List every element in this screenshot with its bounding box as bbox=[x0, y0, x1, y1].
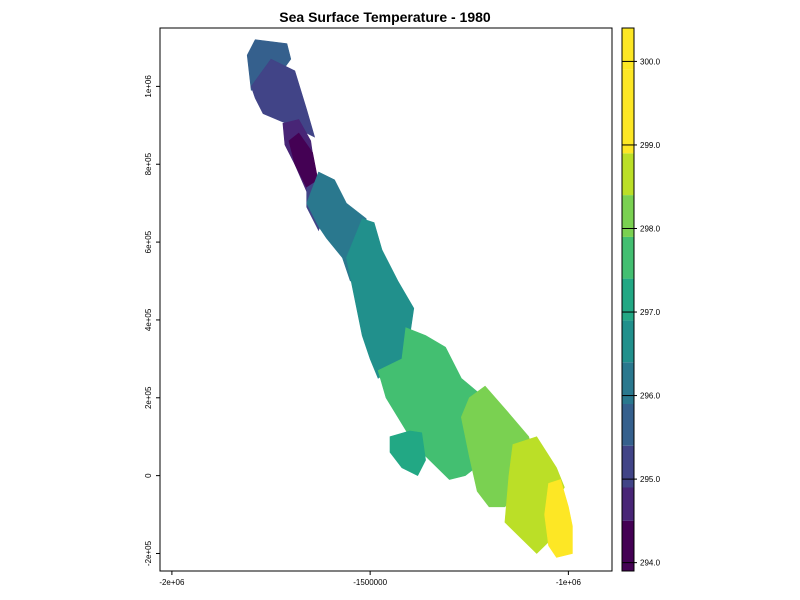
legend-swatch-1 bbox=[622, 521, 634, 571]
legend-tick-label-2: 295.0 bbox=[640, 475, 661, 484]
sst-zone-12 bbox=[545, 480, 573, 558]
y-tick-label-1: -2e+05 bbox=[144, 540, 153, 566]
legend-tick-label-4: 297.0 bbox=[640, 308, 661, 317]
legend-swatch-3 bbox=[622, 446, 634, 488]
y-tick-label-5: 6e+05 bbox=[144, 230, 153, 253]
legend-swatch-12 bbox=[622, 70, 634, 112]
x-tick-label-3: -1e+06 bbox=[556, 578, 582, 587]
y-tick-label-2: 0 bbox=[144, 473, 153, 478]
legend-swatch-6 bbox=[622, 320, 634, 362]
y-axis: -2e+05 0 2e+05 4e+05 6e+05 8e+05 1e+06 bbox=[144, 75, 160, 566]
sst-zone-9 bbox=[390, 431, 426, 476]
y-tick-label-7: 1e+06 bbox=[144, 75, 153, 98]
x-tick-label-2: -1500000 bbox=[353, 578, 387, 587]
legend-swatch-11 bbox=[622, 112, 634, 154]
y-tick-label-4: 4e+05 bbox=[144, 308, 153, 331]
legend-swatch-13 bbox=[622, 28, 634, 70]
y-tick-label-3: 2e+05 bbox=[144, 386, 153, 409]
legend-swatch-9 bbox=[622, 195, 634, 237]
legend-tick-label-3: 296.0 bbox=[640, 392, 661, 401]
legend-swatch-8 bbox=[622, 237, 634, 279]
legend-tick-label-1: 294.0 bbox=[640, 559, 661, 568]
legend-swatch-2 bbox=[622, 488, 634, 521]
legend-swatch-4 bbox=[622, 404, 634, 446]
legend-tick-label-5: 298.0 bbox=[640, 224, 661, 233]
legend-swatch-10 bbox=[622, 153, 634, 195]
legend-tick-label-6: 299.0 bbox=[640, 141, 661, 150]
legend-tick-label-7: 300.0 bbox=[640, 57, 661, 66]
x-tick-label-1: -2e+06 bbox=[159, 578, 185, 587]
color-legend: 294.0 295.0 296.0 297.0 298.0 299.0 300.0 bbox=[622, 28, 661, 571]
raster-map bbox=[247, 40, 572, 558]
legend-swatch-7 bbox=[622, 279, 634, 321]
y-tick-label-6: 8e+05 bbox=[144, 152, 153, 175]
x-axis: -2e+06 -1500000 -1e+06 bbox=[159, 571, 581, 587]
chart-title: Sea Surface Temperature - 1980 bbox=[279, 9, 491, 25]
legend-swatch-5 bbox=[622, 362, 634, 404]
